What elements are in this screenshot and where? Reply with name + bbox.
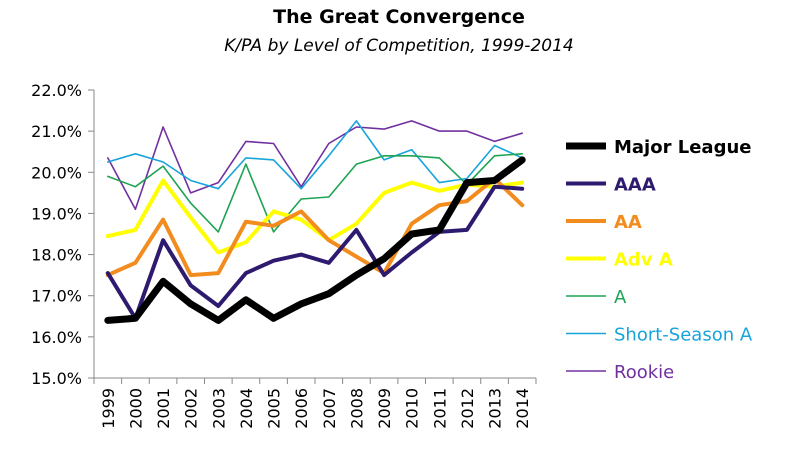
series-line-short-season-a: [107, 120, 524, 190]
x-tick-label: 2000: [126, 388, 145, 429]
legend-label: Major League: [614, 137, 751, 158]
legend-label: AAA: [614, 175, 656, 196]
legend-label: Adv A: [614, 250, 673, 271]
x-tick-label: 2009: [375, 388, 394, 429]
x-tick-label: 2012: [458, 388, 477, 429]
legend-label: Short-Season A: [614, 325, 753, 346]
x-tick-label: 1999: [99, 388, 118, 429]
chart-subtitle: K/PA by Level of Competition, 1999-2014: [224, 36, 574, 56]
x-tick-label: 2005: [265, 388, 284, 429]
y-tick-label: 17.0%: [31, 287, 82, 306]
y-tick-label: 19.0%: [31, 204, 82, 223]
x-tick-label: 2010: [403, 388, 422, 429]
series-line-aaa: [105, 184, 525, 321]
y-tick-label: 18.0%: [31, 246, 82, 265]
series-line-rookie: [107, 120, 524, 211]
y-tick-label: 22.0%: [31, 81, 82, 100]
axes: 15.0% 16.0% 17.0% 18.0% 19.0% 20.0% 21.0% 22.0%…: [31, 81, 537, 429]
series-line-adv-a: [105, 178, 525, 255]
x-tick-label: 2004: [237, 388, 256, 429]
x-tick-label: 2008: [347, 388, 366, 429]
y-tick-label: 16.0%: [31, 328, 82, 347]
x-tick-label: 2011: [430, 388, 449, 429]
x-tick-label: 2001: [154, 388, 173, 429]
legend-label: Rookie: [614, 362, 674, 383]
x-tick-label: 2007: [320, 388, 339, 429]
y-tick-label: 20.0%: [31, 163, 82, 182]
y-tick-label: 21.0%: [31, 122, 82, 141]
series-lines: [104, 120, 526, 324]
x-tick-label: 2013: [486, 388, 505, 429]
x-tick-label: 2003: [209, 388, 228, 429]
x-tick-label: 2002: [182, 388, 201, 429]
legend-label: A: [614, 287, 627, 308]
x-tick-label: 2006: [292, 388, 311, 429]
x-tick-label: 2014: [513, 388, 532, 429]
series-line-major-league: [104, 156, 526, 324]
y-tick-label: 15.0%: [31, 369, 82, 388]
legend-label: AA: [614, 212, 642, 233]
series-line-a: [107, 153, 524, 233]
chart-title: The Great Convergence: [273, 6, 525, 28]
